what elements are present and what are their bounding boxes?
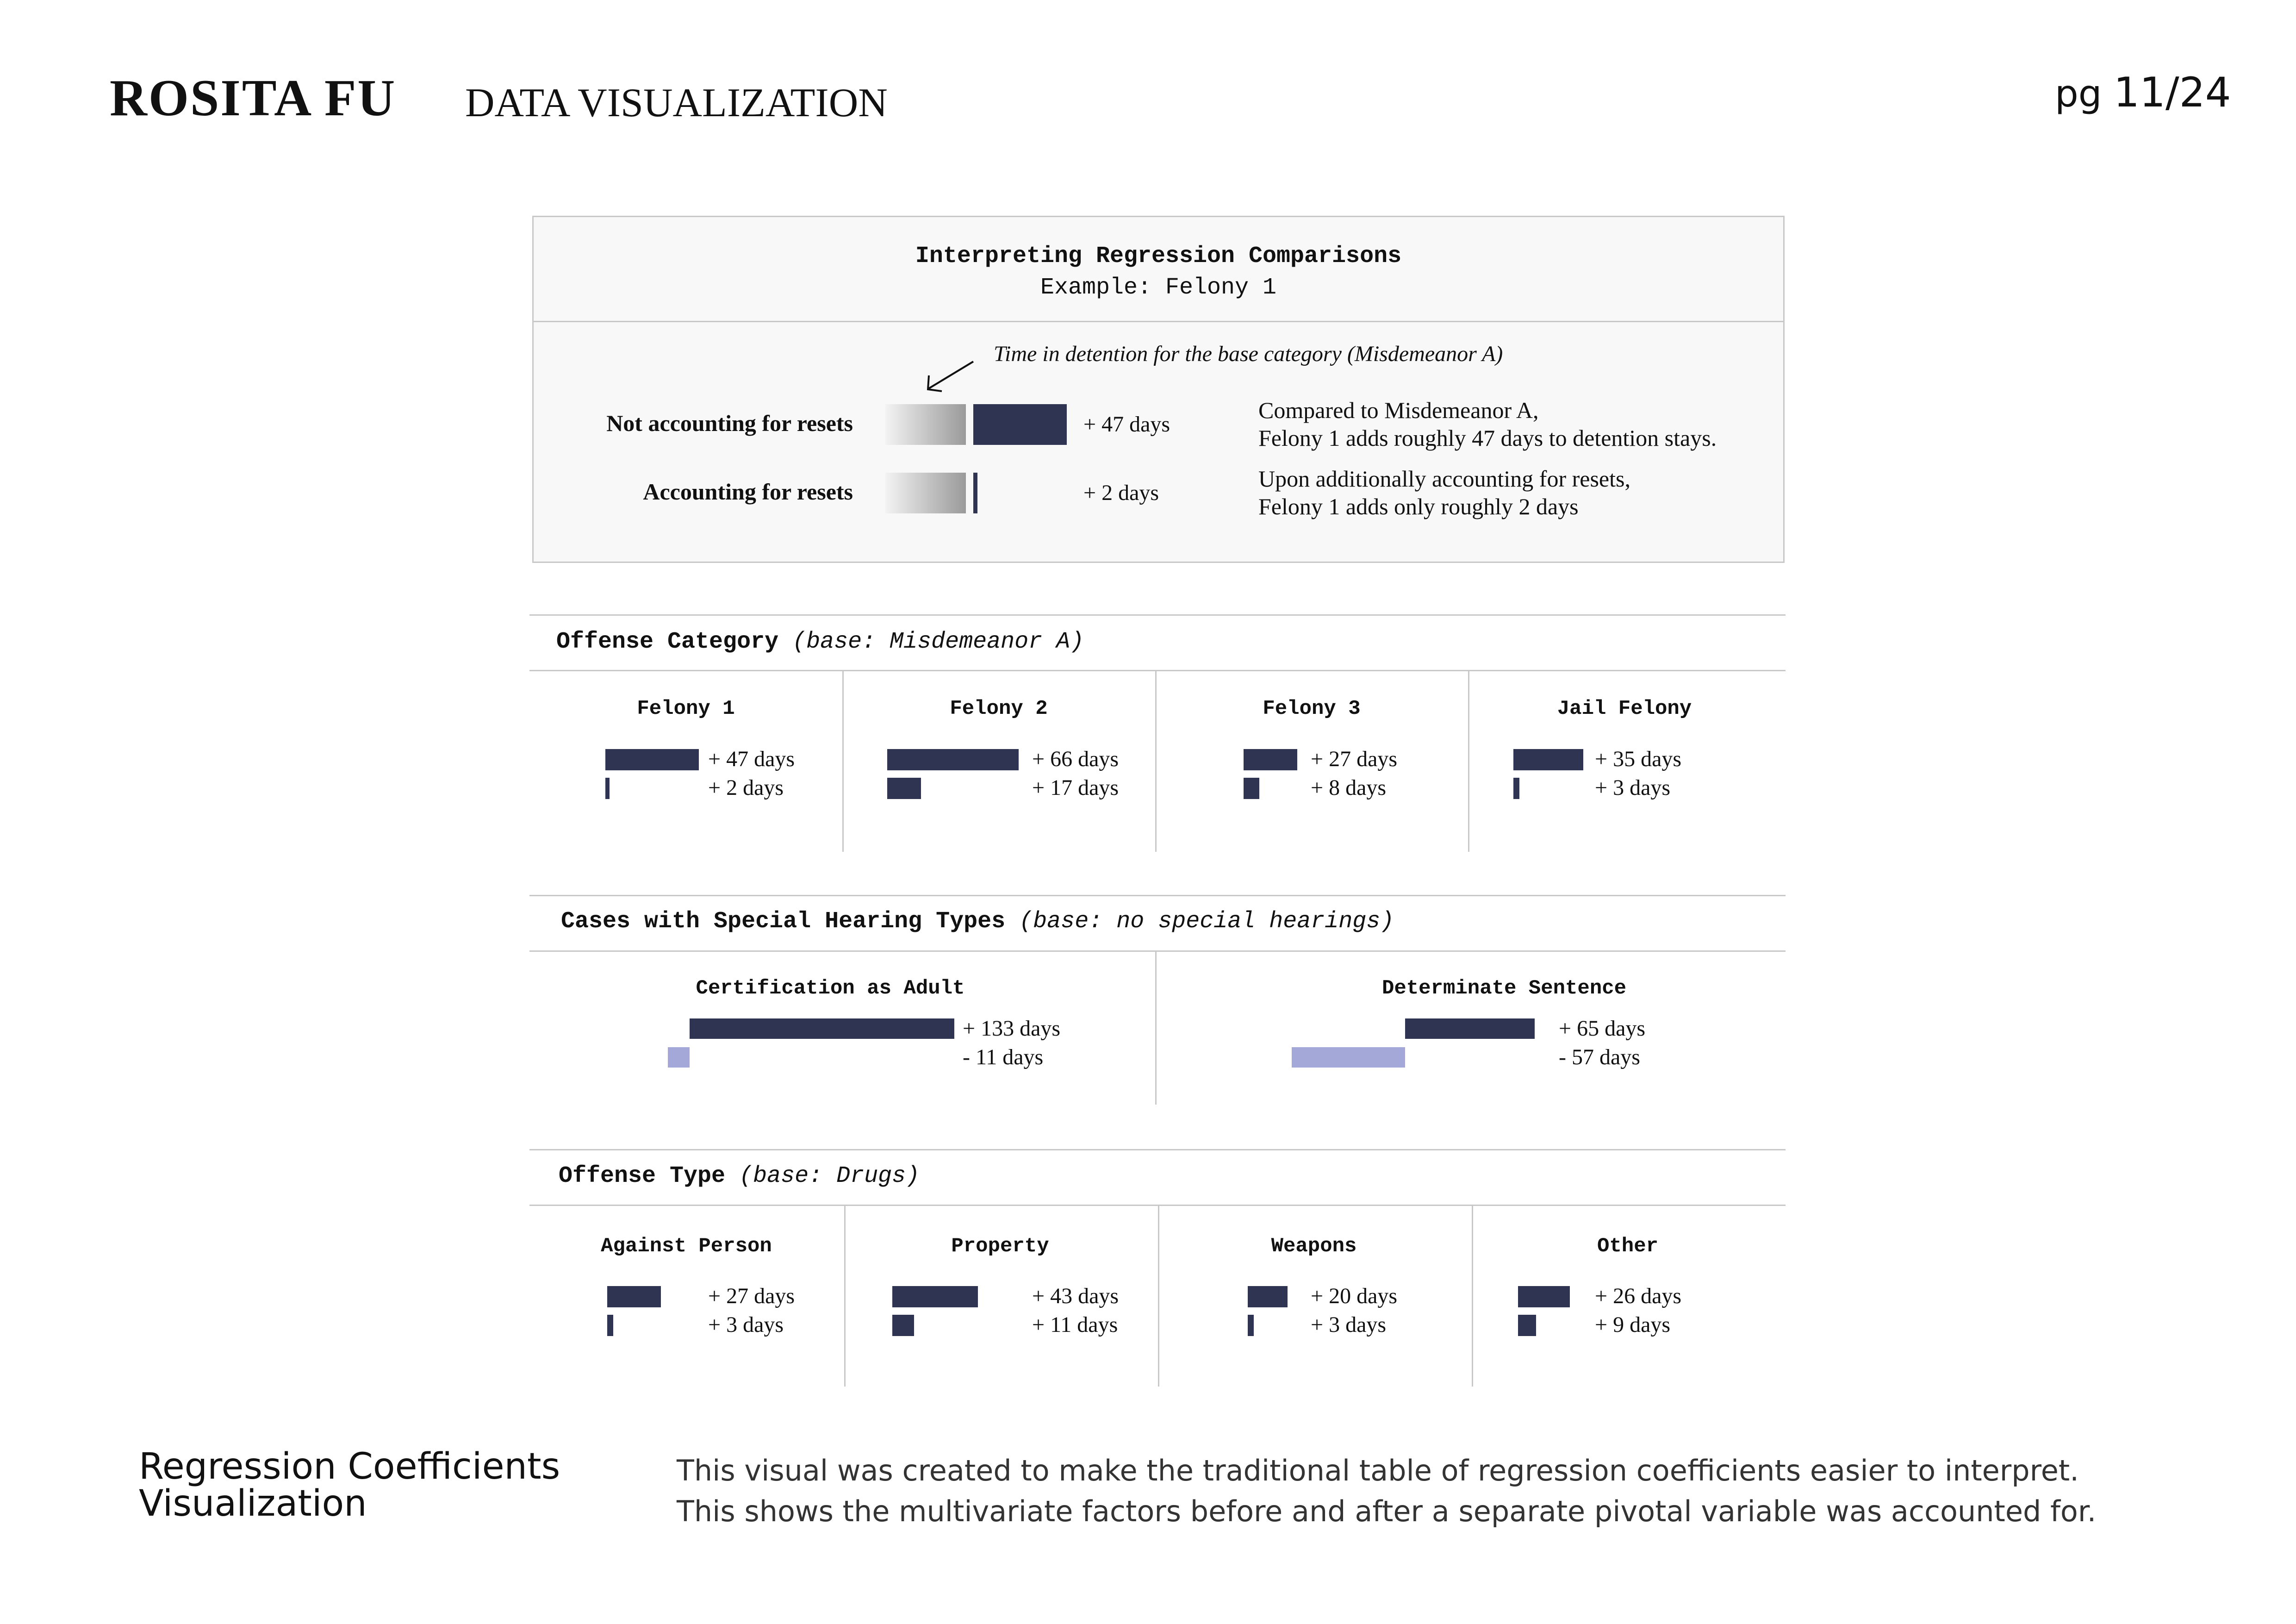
bar-felony-2-before [887,749,1019,770]
bar-jail-felony-after [1513,778,1519,799]
footer-description-line1: This visual was created to make the trad… [677,1454,2079,1487]
bar-felony-1-before [605,749,699,770]
effect-bar-not-accounting [973,404,1067,445]
page-prefix: pg [2055,72,2102,115]
bar-jail-felony-before [1513,749,1583,770]
page-number: pg 11/24 [2055,69,2231,116]
value-label-jail-felony-after: + 3 days [1595,775,1671,800]
value-label-weapons-before: + 20 days [1311,1284,1398,1308]
category-label-weapons: Weapons [1271,1235,1357,1258]
author-name: ROSITA FU [110,69,397,127]
effect-bar-accounting [973,473,977,513]
annotation-arrow [927,361,974,392]
bar-felony-3-after [1244,778,1260,799]
column-divider [1155,952,1157,1105]
bar-determinate-sentence-after [1291,1047,1405,1068]
page-count: 11/24 [2114,69,2231,116]
category-label-jail-felony: Jail Felony [1557,697,1692,720]
value-label-property-before: + 43 days [1032,1284,1119,1308]
bar-certification-as-adult-after [667,1047,690,1068]
section-title-offense-type: Offense Type (base: Drugs) [559,1163,920,1189]
bar-felony-3-before [1244,749,1298,770]
section-rule [529,1149,1786,1150]
bar-determinate-sentence-before [1405,1018,1535,1039]
base-category-bar [885,404,966,445]
category-label-determinate-sentence: Determinate Sentence [1381,977,1627,1000]
value-label-not-accounting: + 47 days [1083,412,1170,437]
category-label-felony-1: Felony 1 [637,697,735,720]
explanation-title: Interpreting Regression Comparisons [915,243,1402,269]
bar-other-after [1518,1315,1536,1336]
bar-felony-1-after [605,778,610,799]
bar-certification-as-adult-before [690,1018,954,1039]
note-not-accounting-line1: Compared to Misdemeanor A, [1258,397,1539,423]
category-label-certification-as-adult: Certification as Adult [696,977,965,1000]
section-rule [529,1205,1786,1206]
column-divider [1155,671,1157,852]
section-rule [529,895,1786,896]
value-label-against-person-after: + 3 days [708,1312,784,1337]
bar-against-person-before [607,1286,661,1307]
bar-property-after [892,1315,915,1336]
footer-title-line1: Regression Coefficients [139,1446,560,1487]
base-annotation: Time in detention for the base category … [994,342,1503,366]
value-label-jail-felony-before: + 35 days [1595,747,1682,771]
section-title-special-hearing: Cases with Special Hearing Types (base: … [561,908,1394,935]
category-label-property: Property [951,1235,1049,1258]
value-label-felony-1-after: + 2 days [708,775,784,800]
row-label-not-accounting: Not accounting for resets [606,410,853,436]
column-divider [844,1206,846,1387]
portfolio-subject: DATA VISUALIZATION [465,81,888,125]
footer-description-line2: This shows the multivariate factors befo… [677,1494,2097,1528]
column-divider [1158,1206,1159,1387]
bar-felony-2-after [887,778,921,799]
bar-against-person-after [607,1315,613,1336]
bar-weapons-before [1248,1286,1288,1307]
value-label-felony-3-before: + 27 days [1311,747,1398,771]
value-label-determinate-sentence-after: - 57 days [1559,1045,1640,1069]
category-label-other: Other [1597,1235,1659,1258]
explanation-box: Interpreting Regression Comparisons Exam… [532,216,1785,563]
value-label-determinate-sentence-before: + 65 days [1559,1016,1646,1041]
base-category-bar [885,473,966,513]
column-divider [1472,1206,1473,1387]
bar-weapons-after [1248,1315,1254,1336]
section-rule [529,670,1786,671]
category-label-felony-3: Felony 3 [1263,697,1361,720]
value-label-certification-as-adult-after: - 11 days [963,1045,1044,1069]
category-label-felony-2: Felony 2 [950,697,1048,720]
value-label-certification-as-adult-before: + 133 days [963,1016,1061,1041]
value-label-other-before: + 26 days [1595,1284,1682,1308]
section-rule [529,614,1786,616]
note-accounting-line2: Felony 1 adds only roughly 2 days [1258,493,1579,519]
bar-other-before [1518,1286,1570,1307]
value-label-property-after: + 11 days [1032,1312,1118,1337]
bar-property-before [892,1286,978,1307]
value-label-weapons-after: + 3 days [1311,1312,1387,1337]
value-label-felony-1-before: + 47 days [708,747,795,771]
section-rule [529,950,1786,952]
note-not-accounting-line2: Felony 1 adds roughly 47 days to detenti… [1258,425,1717,451]
explanation-header: Interpreting Regression Comparisons Exam… [534,217,1783,322]
value-label-against-person-before: + 27 days [708,1284,795,1308]
value-label-felony-2-after: + 17 days [1032,775,1119,800]
column-divider [842,671,844,852]
category-label-against-person: Against Person [601,1235,772,1258]
footer-title: Regression Coefficients Visualization [139,1448,560,1522]
value-label-accounting: + 2 days [1083,481,1159,505]
row-label-accounting: Accounting for resets [643,479,853,505]
note-accounting-line1: Upon additionally accounting for resets, [1258,466,1630,492]
column-divider [1468,671,1469,852]
section-title-offense-category: Offense Category (base: Misdemeanor A) [556,629,1084,655]
value-label-felony-3-after: + 8 days [1311,775,1387,800]
explanation-example: Example: Felony 1 [1040,275,1277,301]
footer-title-line2: Visualization [139,1483,367,1524]
value-label-other-after: + 9 days [1595,1312,1671,1337]
value-label-felony-2-before: + 66 days [1032,747,1119,771]
